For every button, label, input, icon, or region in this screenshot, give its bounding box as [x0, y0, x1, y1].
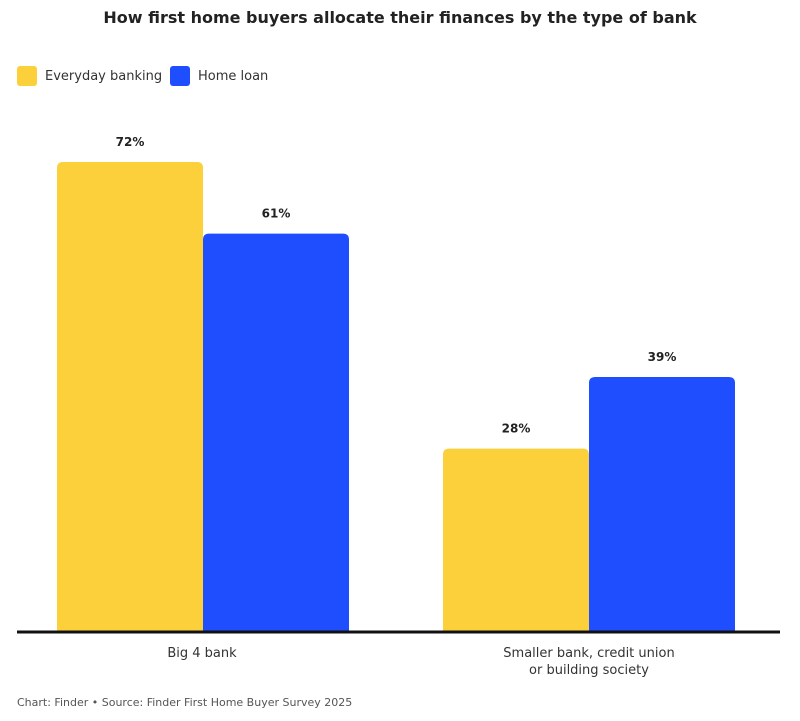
category-label: Smaller bank, credit union or building s… [503, 646, 675, 678]
bar [57, 162, 203, 631]
data-label: 72% [116, 135, 145, 149]
bar [203, 233, 349, 631]
legend-swatch [17, 66, 37, 86]
data-label: 39% [648, 350, 677, 364]
bar [589, 376, 735, 631]
data-label: 28% [502, 422, 531, 436]
bar [443, 448, 589, 631]
chart-source: Chart: Finder • Source: Finder First Hom… [17, 696, 353, 709]
legend-label: Everyday banking [45, 68, 163, 84]
legend-item-home-loan: Home loan [170, 66, 268, 86]
legend-item-everyday-banking: Everyday banking [17, 66, 162, 86]
data-label: 61% [262, 207, 291, 221]
legend-swatch [170, 66, 190, 86]
category-label: Big 4 bank [167, 646, 237, 661]
chart-title: How first home buyers allocate their fin… [103, 8, 697, 27]
legend-label: Home loan [198, 68, 269, 84]
